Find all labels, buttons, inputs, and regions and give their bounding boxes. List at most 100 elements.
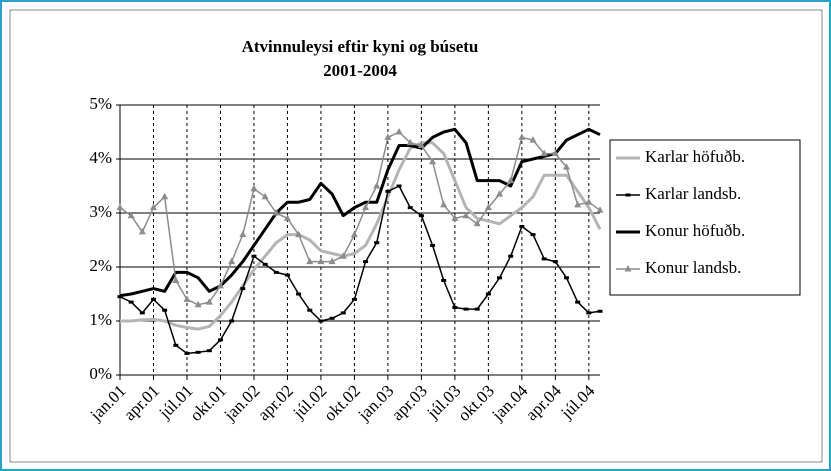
marker [183,295,191,302]
series-line [119,127,601,298]
marker [440,200,448,208]
marker [351,297,357,301]
marker [138,227,146,235]
marker [317,257,325,265]
marker [417,141,425,148]
marker [273,270,279,274]
marker [251,254,257,258]
marker [262,262,268,266]
marker [406,138,414,146]
marker [508,254,514,258]
marker [340,311,346,315]
marker [575,300,581,304]
marker [430,243,436,247]
marker [407,206,413,210]
marker [296,292,302,296]
marker [485,292,491,296]
marker [597,309,603,313]
marker [519,225,525,228]
marker [497,276,503,280]
marker [586,311,592,315]
marker [529,136,537,143]
marker [284,273,290,277]
marker [451,214,459,221]
marker [150,297,156,301]
marker [395,128,403,135]
marker [306,257,314,265]
marker [228,257,236,265]
y-tick-label: 3% [89,202,112,221]
marker [552,260,558,264]
y-tick-label: 2% [89,256,112,275]
marker [362,203,370,211]
marker [162,308,168,312]
marker [350,230,358,238]
legend-label: Karlar landsb. [645,184,741,203]
marker [463,307,469,311]
y-tick-label: 5% [89,94,112,113]
marker [585,198,593,205]
legend-label: Konur landsb. [645,258,741,277]
marker [385,189,391,193]
marker [363,260,369,264]
marker [184,351,190,355]
marker [239,230,247,238]
marker [307,308,313,312]
marker [518,133,526,140]
marker [441,279,447,282]
marker [373,182,381,189]
marker [625,193,631,197]
marker [474,307,480,311]
marker [452,306,458,309]
y-tick-label: 1% [89,310,112,329]
marker [117,295,123,299]
marker [339,252,347,259]
marker [384,133,392,140]
marker [205,298,213,305]
chart-title: Atvinnuleysi eftir kyni og búsetu [242,37,479,56]
marker [173,343,179,347]
marker [172,276,180,283]
marker [374,241,380,245]
marker [272,209,280,216]
marker [116,203,124,211]
y-tick-label: 4% [89,148,112,167]
marker [596,206,604,213]
marker [564,276,570,280]
marker [283,214,291,221]
chart-subtitle: 2001-2004 [323,61,397,80]
marker [217,338,223,342]
marker [429,157,437,165]
marker [624,265,632,272]
marker [473,219,481,227]
y-tick-label: 0% [89,364,112,383]
marker [240,287,246,291]
marker [216,281,224,289]
marker [329,316,335,320]
marker [507,176,515,184]
marker [295,230,303,238]
marker [574,200,582,208]
marker [496,190,504,197]
marker [195,350,201,354]
series-line [120,141,602,331]
marker [261,192,269,200]
legend [609,139,801,296]
marker [396,184,402,188]
marker [484,203,492,211]
marker [541,257,547,261]
marker [149,203,157,211]
marker [551,149,559,157]
marker [128,300,134,304]
marker [250,184,258,192]
marker [194,300,202,308]
marker [206,349,212,353]
marker [318,319,324,323]
marker [127,211,135,219]
marker [161,192,169,200]
marker [563,163,571,170]
marker [328,257,336,265]
marker [418,214,424,218]
marker [229,319,235,323]
